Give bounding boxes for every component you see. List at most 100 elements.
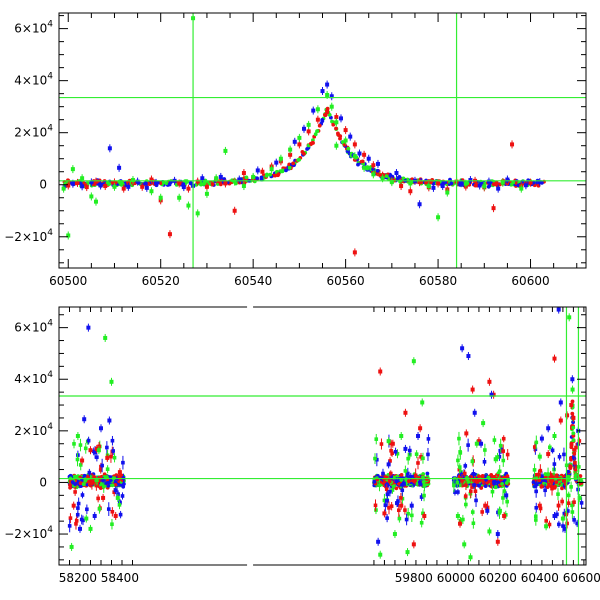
observation-point (562, 452, 566, 457)
observation-point (397, 508, 401, 513)
observation-point (472, 483, 476, 487)
data-point (88, 448, 93, 453)
observation-point (449, 181, 454, 186)
data-point (89, 194, 94, 199)
data-point (149, 189, 154, 194)
observation-point (406, 511, 410, 516)
data-point (510, 142, 515, 147)
observation-point (109, 454, 113, 459)
observation-point (81, 518, 85, 523)
observation-point (95, 478, 99, 483)
observation-point (297, 157, 301, 162)
data-point (75, 180, 80, 185)
data-point (329, 104, 334, 109)
data-point (472, 410, 477, 415)
observation-point (460, 479, 464, 483)
observation-point (107, 182, 112, 186)
observation-point (531, 480, 536, 484)
observation-point (496, 480, 500, 485)
data-point (315, 117, 320, 122)
x-tick-label: 60200 (479, 571, 517, 585)
data-point (371, 172, 376, 177)
observation-point (97, 507, 102, 511)
observation-point (482, 459, 487, 464)
data-point (195, 179, 200, 184)
observation-point (457, 474, 462, 479)
data-point (563, 526, 568, 531)
observation-point (76, 501, 81, 506)
data-point (567, 315, 572, 320)
observation-point (501, 496, 505, 500)
observation-point (402, 481, 406, 486)
data-point (269, 167, 274, 172)
data-point (75, 434, 80, 438)
data-point (483, 503, 488, 508)
observation-point (371, 167, 375, 172)
observation-point (72, 442, 76, 446)
observation-point (110, 483, 115, 488)
observation-point (470, 510, 475, 514)
data-point (186, 186, 191, 191)
observation-point (422, 483, 427, 488)
x-tick-label: 60500 (49, 274, 87, 288)
top-data-layer (59, 13, 586, 268)
x-tick-label: 58400 (101, 571, 139, 585)
data-point (306, 122, 311, 127)
data-point (130, 178, 135, 183)
observation-point (568, 464, 572, 468)
data-point (544, 524, 549, 529)
observation-point (492, 438, 497, 442)
data-point (537, 454, 542, 459)
data-point (528, 180, 533, 185)
data-point (126, 184, 131, 189)
data-point (395, 501, 400, 506)
data-point (416, 434, 421, 438)
observation-point (501, 458, 506, 463)
observation-point (456, 490, 460, 494)
data-point (320, 89, 325, 94)
observation-point (383, 503, 388, 507)
observation-point (422, 493, 426, 498)
data-point (486, 179, 491, 184)
observation-point (426, 437, 431, 441)
observation-point (385, 516, 389, 520)
data-point (459, 181, 464, 186)
observation-point (385, 492, 390, 497)
data-point (80, 184, 85, 189)
observation-point (395, 451, 400, 456)
data-point (70, 167, 75, 172)
observation-point (572, 518, 576, 522)
observation-point (264, 174, 269, 178)
observation-point (76, 506, 80, 510)
bottom-series-2 (77, 307, 581, 546)
data-point (103, 184, 108, 189)
data-point (394, 171, 399, 176)
x-tick-label: 60600 (563, 571, 600, 585)
bottom-panel: 58200 58400 59800 60000 60200 60400 60600 −2×10… (4, 305, 600, 585)
observation-point (68, 485, 72, 490)
observation-point (161, 180, 166, 185)
observation-point (410, 513, 414, 518)
observation-point (81, 482, 86, 487)
observation-point (498, 443, 503, 448)
data-point (558, 418, 563, 423)
data-point (487, 379, 492, 384)
observation-point (511, 180, 516, 185)
observation-point (87, 470, 92, 475)
data-point (325, 109, 330, 114)
data-point (204, 191, 209, 196)
data-point (181, 185, 186, 190)
observation-point (413, 473, 418, 478)
y-tick-label: −2×104 (4, 525, 53, 541)
observation-point (320, 118, 325, 122)
observation-point (579, 478, 584, 483)
x-tick-label: 60540 (234, 274, 272, 288)
observation-point (556, 503, 561, 508)
observation-point (572, 455, 576, 459)
x-tick-label: 60560 (327, 274, 365, 288)
data-point (422, 513, 427, 518)
observation-point (574, 445, 578, 450)
data-point (297, 142, 302, 147)
data-point (77, 526, 82, 531)
data-point (409, 503, 414, 508)
